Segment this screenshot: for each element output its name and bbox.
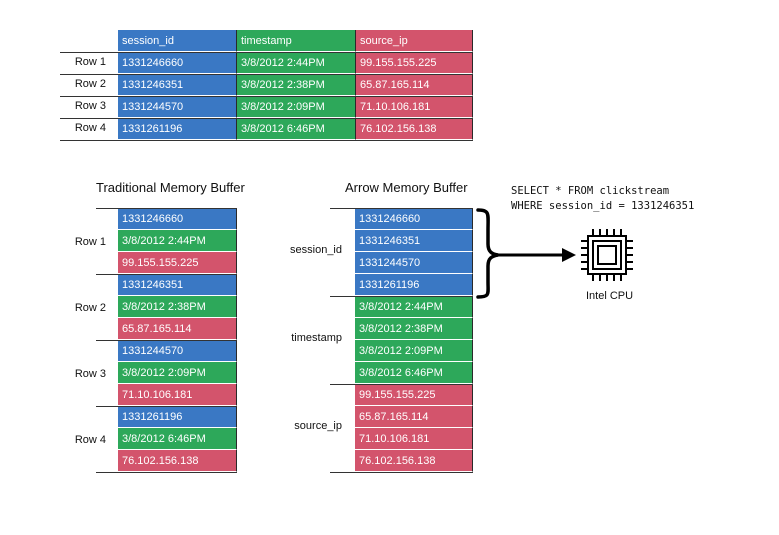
group-divider [330,208,473,209]
group-divider [96,406,237,407]
top-row-label: Row 3 [74,100,106,112]
sql-query: SELECT * FROM clickstream WHERE session_… [511,184,694,214]
buffer-row-label: Row 2 [74,302,106,314]
arrow-buffer-title: Arrow Memory Buffer [345,180,468,195]
column-label-source-ip: source_ip [294,420,342,432]
buffer-cell: 1331261196 [118,406,237,428]
top-row-label: Row 2 [74,78,106,90]
row-divider [60,118,473,119]
top-row-label: Row 4 [74,122,106,134]
buffer-cell: 65.87.165.114 [118,318,237,340]
sql-line-2: WHERE session_id = 1331246351 [511,200,695,212]
group-divider [96,340,237,341]
buffer-cell: 71.10.106.181 [118,384,237,406]
curly-brace-icon [476,208,499,299]
buffer-row-label: Row 3 [74,368,106,380]
buffer-cell: 3/8/2012 2:09PM [355,340,473,362]
buffer-row-label: Row 1 [74,236,106,248]
buffer-cell: 65.87.165.114 [355,406,473,428]
top-row-label: Row 1 [74,56,106,68]
row-divider [60,96,473,97]
header-timestamp: timestamp [237,30,356,52]
arrow-head-icon [562,248,576,262]
buffer-cell: 1331246660 [355,208,473,230]
buffer-cell: 99.155.155.225 [355,384,473,406]
column-label-session-id: session_id [290,244,342,256]
buffer-cell: 71.10.106.181 [355,428,473,450]
table-cell: 65.87.165.114 [356,74,473,96]
buffer-row-label: Row 4 [74,434,106,446]
table-cell: 71.10.106.181 [356,96,473,118]
cpu-chip-icon [581,229,633,281]
buffer-cell: 1331244570 [118,340,237,362]
brace-arrow-graphic [476,208,576,299]
buffer-cell: 99.155.155.225 [118,252,237,274]
group-divider [330,384,473,385]
table-cell: 1331246351 [118,74,237,96]
buffer-cell: 3/8/2012 6:46PM [355,362,473,384]
group-divider [330,472,473,473]
buffer-cell: 1331246351 [355,230,473,252]
buffer-cell: 1331244570 [355,252,473,274]
table-cell: 3/8/2012 2:44PM [237,52,356,74]
header-source-ip: source_ip [356,30,473,52]
sql-line-1: SELECT * FROM clickstream [511,185,670,197]
group-divider [96,472,237,473]
traditional-buffer-title: Traditional Memory Buffer [96,180,245,195]
buffer-cell: 1331261196 [355,274,473,296]
row-divider [60,74,473,75]
table-cell: 1331244570 [118,96,237,118]
group-divider [96,208,237,209]
table-cell: 1331261196 [118,118,237,140]
buffer-cell: 3/8/2012 6:46PM [118,428,237,450]
table-cell: 99.155.155.225 [356,52,473,74]
group-divider [96,274,237,275]
cpu-label: Intel CPU [586,290,634,302]
header-session-id: session_id [118,30,237,52]
table-cell: 3/8/2012 2:38PM [237,74,356,96]
buffer-cell: 3/8/2012 2:44PM [355,296,473,318]
buffer-cell: 76.102.156.138 [118,450,237,472]
buffer-cell: 3/8/2012 2:38PM [118,296,237,318]
row-divider [60,140,473,141]
column-label-timestamp: timestamp [291,332,342,344]
buffer-cell: 3/8/2012 2:09PM [118,362,237,384]
buffer-cell: 1331246351 [118,274,237,296]
row-divider [60,52,473,53]
table-cell: 76.102.156.138 [356,118,473,140]
group-divider [330,296,473,297]
table-cell: 1331246660 [118,52,237,74]
table-cell: 3/8/2012 6:46PM [237,118,356,140]
table-cell: 3/8/2012 2:09PM [237,96,356,118]
buffer-cell: 76.102.156.138 [355,450,473,472]
buffer-cell: 1331246660 [118,208,237,230]
buffer-cell: 3/8/2012 2:38PM [355,318,473,340]
buffer-cell: 3/8/2012 2:44PM [118,230,237,252]
